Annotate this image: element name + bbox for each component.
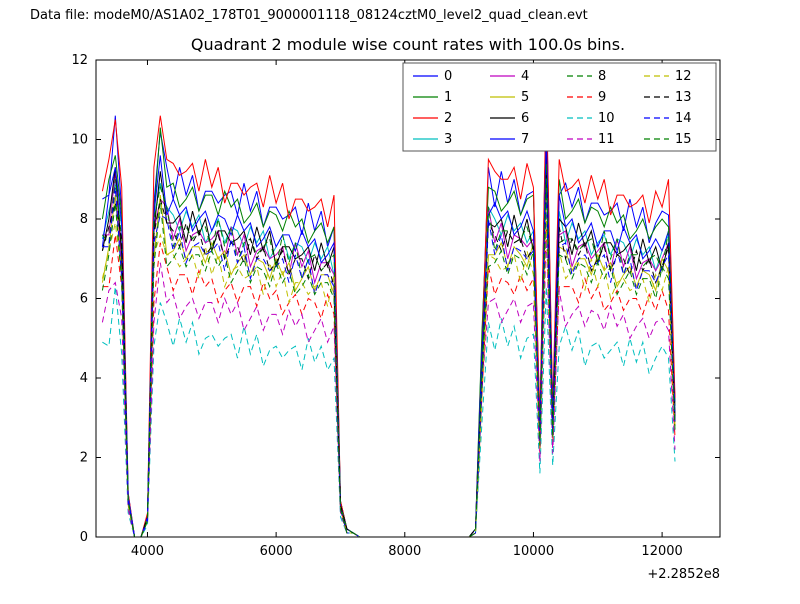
x-tick-label: 12000 [641,544,682,559]
x-tick-label: 4000 [131,544,164,559]
series-line-7 [101,131,676,538]
legend-label-14: 14 [675,111,692,126]
x-tick-label: 8000 [388,544,421,559]
legend-label-4: 4 [521,69,529,84]
legend-label-13: 13 [675,90,692,105]
y-tick-label: 0 [80,530,88,545]
series-line-6 [101,147,676,538]
legend-label-7: 7 [521,132,529,147]
series-line-8 [102,163,676,538]
legend-label-15: 15 [675,132,692,147]
x-axis-offset-label: +2.2852e8 [647,567,720,582]
legend-label-10: 10 [598,111,615,126]
x-tick-label: 6000 [260,544,293,559]
y-tick-label: 4 [80,371,88,386]
legend-label-12: 12 [675,69,692,84]
y-tick-label: 12 [71,53,88,68]
series-line-2 [101,87,676,538]
series-line-13 [101,175,676,538]
datafile-label: Data file: modeM0/AS1A02_178T01_90000011… [30,8,588,23]
legend-box [402,62,717,152]
legend-label-0: 0 [444,69,452,84]
y-tick-label: 2 [80,451,88,466]
legend-label-9: 9 [598,90,606,105]
series-line-14 [102,187,676,538]
legend-label-8: 8 [598,69,606,84]
series-line-1 [101,99,676,538]
series-line-15 [101,179,676,538]
y-tick-label: 6 [80,292,88,307]
plot-area: 4000 6000 8000 10000 12000024681012012345678… [71,53,721,559]
legend-label-3: 3 [444,132,452,147]
chart-title: Quadrant 2 module wise count rates with … [191,35,625,54]
legend-label-1: 1 [444,90,452,105]
x-tick-label: 10000 [513,544,554,559]
series-line-0 [102,99,676,538]
y-tick-label: 8 [80,212,88,227]
legend-label-11: 11 [598,132,615,147]
series-line-12 [101,214,676,538]
legend-label-2: 2 [444,111,452,126]
y-tick-label: 10 [71,133,88,148]
legend-label-5: 5 [521,90,529,105]
series-line-10 [102,286,676,538]
legend-label-6: 6 [521,111,529,126]
